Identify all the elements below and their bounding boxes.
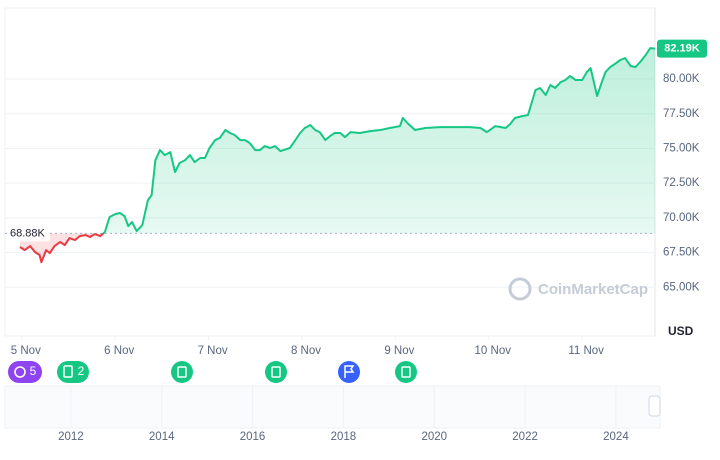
baseline-label: 68.88K	[10, 227, 46, 239]
watermark-logo	[508, 277, 532, 301]
event-icon	[344, 365, 355, 378]
navigator-tick-label: 2016	[240, 431, 266, 443]
x-tick-label: 7 Nov	[198, 345, 228, 357]
navigator-tick-label: 2012	[58, 431, 84, 443]
event-marker[interactable]	[395, 361, 417, 383]
event-icon	[177, 366, 187, 378]
area-fill	[103, 48, 655, 234]
y-tick-label: 77.50K	[663, 108, 700, 120]
x-tick-label: 6 Nov	[104, 345, 134, 357]
last-price-label: 82.19K	[664, 43, 700, 55]
event-count: 2	[78, 364, 85, 378]
last-price-badge	[657, 39, 707, 58]
event-icon	[63, 365, 73, 378]
x-tick-label: 10 Nov	[475, 345, 512, 357]
event-count: 5	[30, 364, 37, 378]
y-tick-label: 72.50K	[663, 177, 700, 189]
y-tick-label: 80.00K	[663, 73, 700, 85]
event-icon	[271, 366, 281, 378]
y-tick-label: 70.00K	[663, 212, 700, 224]
y-tick-label: 67.50K	[663, 247, 700, 259]
x-tick-label: 5 Nov	[11, 345, 41, 357]
event-icon	[401, 366, 411, 378]
x-tick-label: 8 Nov	[291, 345, 321, 357]
navigator-tick-label: 2018	[331, 431, 357, 443]
event-marker[interactable]	[265, 361, 287, 383]
event-marker[interactable]	[171, 361, 193, 383]
x-tick-label: 9 Nov	[384, 345, 414, 357]
navigator-tick-label: 2020	[421, 431, 447, 443]
baseline-label-bg	[8, 225, 50, 242]
navigator-tick-label: 2022	[512, 431, 538, 443]
watermark: CoinMarketCap	[538, 281, 648, 298]
event-markers: 5 2	[8, 361, 417, 383]
price-line	[19, 47, 656, 264]
y-tick-label: 75.00K	[663, 142, 700, 154]
y-tick-label: 65.00K	[663, 281, 700, 293]
unit-label: USD	[668, 324, 694, 338]
navigator-tick-label: 2014	[149, 431, 175, 443]
x-tick-label: 11 Nov	[568, 345, 604, 357]
event-icon	[14, 366, 26, 378]
navigator-handle[interactable]	[648, 395, 661, 417]
navigator[interactable]	[4, 385, 661, 429]
navigator-tick-label: 2024	[603, 431, 629, 443]
